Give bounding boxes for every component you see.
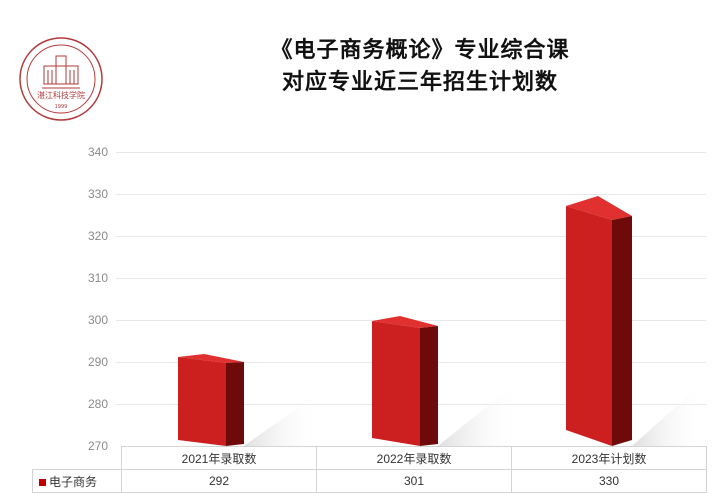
data-table-cell: 292 — [121, 469, 317, 493]
y-tick-label: 320 — [87, 229, 108, 243]
gridline — [116, 194, 706, 195]
bar-2023[interactable] — [566, 196, 706, 446]
title-line-2: 对应专业近三年招生计划数 — [281, 69, 558, 95]
y-tick-label: 290 — [87, 355, 108, 369]
y-tick-label: 280 — [87, 397, 108, 411]
y-tick-label: 300 — [87, 313, 108, 327]
y-tick-label: 330 — [87, 187, 108, 201]
gridline — [116, 278, 706, 279]
data-table-header: 2021年录取数 — [121, 446, 317, 470]
y-tick-label: 310 — [87, 271, 108, 285]
data-table-header: 2022年录取数 — [316, 446, 512, 470]
legend-entry: 电子商务 — [32, 469, 122, 493]
gridline — [116, 152, 706, 153]
legend-swatch-icon — [39, 478, 46, 486]
bar-2022[interactable] — [372, 316, 520, 446]
legend-label: 电子商务 — [49, 474, 98, 489]
svg-text:湛江科技学院: 湛江科技学院 — [37, 90, 85, 100]
data-table-header: 2023年计划数 — [511, 446, 707, 470]
bar-2021[interactable] — [178, 354, 320, 446]
title-line-1: 《电子商务概论》专业综合课 — [270, 37, 570, 63]
data-table-cell: 301 — [316, 469, 512, 493]
svg-text:1999: 1999 — [55, 104, 68, 110]
data-table-cell: 330 — [511, 469, 707, 493]
gridline — [116, 236, 706, 237]
y-tick-label: 340 — [87, 145, 108, 159]
data-table-row: 电子商务 292 301 330 — [32, 469, 707, 493]
logo: 湛江科技学院 1999 — [18, 36, 104, 122]
data-table: 2021年录取数 2022年录取数 2023年计划数 电子商务 292 301 … — [32, 446, 707, 493]
chart-title: 《电子商务概论》专业综合课 对应专业近三年招生计划数 — [200, 34, 640, 98]
data-table-header-row: 2021年录取数 2022年录取数 2023年计划数 — [32, 446, 707, 470]
data-table-corner — [32, 446, 122, 470]
